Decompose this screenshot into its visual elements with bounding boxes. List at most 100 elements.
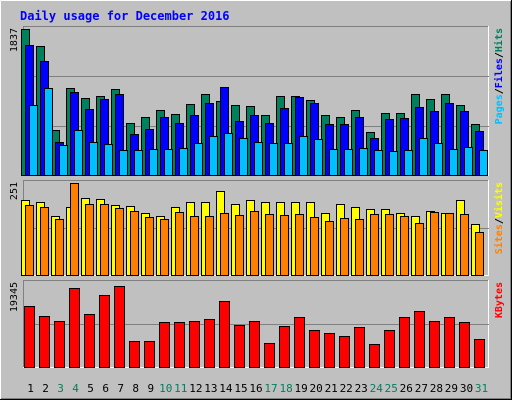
x-tick-label: 30 — [460, 382, 473, 395]
bar-pages-day-26 — [404, 150, 413, 176]
bar-kbytes-day-8 — [129, 341, 140, 368]
bar-pages-day-31 — [479, 150, 488, 176]
x-tick-label: 25 — [385, 382, 398, 395]
x-tick-label: 4 — [72, 382, 79, 395]
bar-kbytes-day-7 — [114, 286, 125, 368]
bar-pages-day-28 — [434, 143, 443, 176]
x-tick-label: 24 — [370, 382, 384, 395]
legend-entry: / — [494, 52, 505, 58]
bar-sites-day-10 — [160, 219, 169, 276]
bar-pages-day-17 — [269, 143, 278, 176]
bar-sites-day-11 — [175, 212, 184, 276]
bar-pages-day-29 — [449, 149, 458, 176]
x-tick-label: 17 — [264, 382, 277, 395]
bar-kbytes-day-12 — [189, 321, 200, 368]
legend: Sites/Visits — [493, 182, 505, 254]
bar-sites-day-5 — [85, 204, 94, 276]
bar-kbytes-day-9 — [144, 341, 155, 368]
bar-kbytes-day-29 — [444, 317, 455, 368]
x-tick-label: 11 — [174, 382, 187, 395]
bar-pages-day-25 — [389, 151, 398, 176]
x-tick-label: 31 — [475, 382, 488, 395]
legend-entry: / — [494, 88, 505, 94]
bar-sites-day-1 — [25, 205, 34, 276]
x-tick-label: 2 — [42, 382, 49, 395]
x-tick-label: 7 — [117, 382, 124, 395]
x-tick-label: 12 — [189, 382, 202, 395]
bar-pages-day-22 — [344, 149, 353, 176]
bar-kbytes-day-26 — [399, 317, 410, 368]
bar-kbytes-day-19 — [294, 317, 305, 368]
bar-kbytes-day-2 — [39, 316, 50, 368]
x-tick-label: 26 — [400, 382, 413, 395]
bar-pages-day-5 — [89, 142, 98, 176]
panel-middle: 251 Sites/Visits — [9, 180, 505, 276]
bar-kbytes-day-4 — [69, 288, 80, 368]
bar-sites-day-17 — [265, 214, 274, 276]
bar-pages-day-11 — [179, 148, 188, 176]
x-tick-label: 16 — [249, 382, 262, 395]
x-tick-label: 13 — [204, 382, 217, 395]
bar-sites-day-24 — [370, 214, 379, 276]
bar-pages-day-8 — [134, 150, 143, 176]
x-tick-label: 15 — [234, 382, 247, 395]
bar-sites-day-16 — [250, 211, 259, 276]
bar-sites-day-13 — [205, 216, 214, 276]
bar-kbytes-day-15 — [234, 325, 245, 368]
bar-kbytes-day-30 — [459, 322, 470, 368]
bar-sites-day-3 — [55, 219, 64, 276]
bar-sites-day-25 — [385, 214, 394, 276]
bar-kbytes-day-25 — [384, 330, 395, 368]
bar-pages-day-15 — [239, 138, 248, 176]
bar-sites-day-2 — [40, 207, 49, 276]
bar-sites-day-21 — [325, 221, 334, 276]
bar-sites-day-19 — [295, 214, 304, 276]
y-max-label: 19345 — [9, 282, 20, 312]
legend: KBytes — [494, 282, 505, 318]
panel-bottom: 19345 KBytes — [9, 280, 505, 368]
x-tick-label: 5 — [87, 382, 94, 395]
x-tick-label: 6 — [102, 382, 109, 395]
bar-sites-day-26 — [400, 216, 409, 276]
bar-pages-day-24 — [374, 150, 383, 176]
bar-kbytes-day-21 — [324, 333, 335, 368]
bar-pages-day-13 — [209, 136, 218, 176]
bar-pages-day-9 — [149, 149, 158, 176]
bar-kbytes-day-27 — [414, 311, 425, 368]
bar-sites-day-6 — [100, 204, 109, 276]
bar-kbytes-day-6 — [99, 295, 110, 368]
legend-entry: Visits — [493, 182, 505, 218]
bar-pages-day-6 — [104, 144, 113, 176]
x-tick-label: 21 — [325, 382, 338, 395]
bar-sites-day-14 — [220, 213, 229, 276]
x-tick-label: 28 — [430, 382, 443, 395]
bar-sites-day-18 — [280, 215, 289, 276]
bar-pages-day-3 — [59, 145, 68, 176]
bar-sites-day-27 — [415, 223, 424, 276]
bar-sites-day-4 — [70, 183, 79, 276]
bar-kbytes-day-13 — [204, 319, 215, 368]
x-tick-label: 27 — [415, 382, 428, 395]
bar-sites-day-31 — [475, 232, 484, 276]
bar-pages-day-10 — [164, 149, 173, 176]
bar-sites-day-12 — [190, 216, 199, 276]
x-tick-label: 3 — [57, 382, 64, 395]
y-max-label: 251 — [9, 182, 20, 200]
bar-sites-day-7 — [115, 208, 124, 276]
legend-entry: Hits — [493, 28, 505, 52]
bar-pages-day-14 — [224, 133, 233, 176]
legend: Pages/Files/Hits — [493, 28, 505, 124]
bar-kbytes-day-16 — [249, 321, 260, 368]
bar-sites-day-28 — [430, 212, 439, 276]
x-tick-label: 1 — [27, 382, 34, 395]
bar-kbytes-day-5 — [84, 314, 95, 368]
bar-pages-day-27 — [419, 138, 428, 176]
bar-kbytes-day-18 — [279, 326, 290, 368]
bar-sites-day-22 — [340, 218, 349, 276]
bar-kbytes-day-31 — [474, 339, 485, 368]
legend-entry: KBytes — [494, 282, 505, 318]
bar-pages-day-7 — [119, 150, 128, 176]
